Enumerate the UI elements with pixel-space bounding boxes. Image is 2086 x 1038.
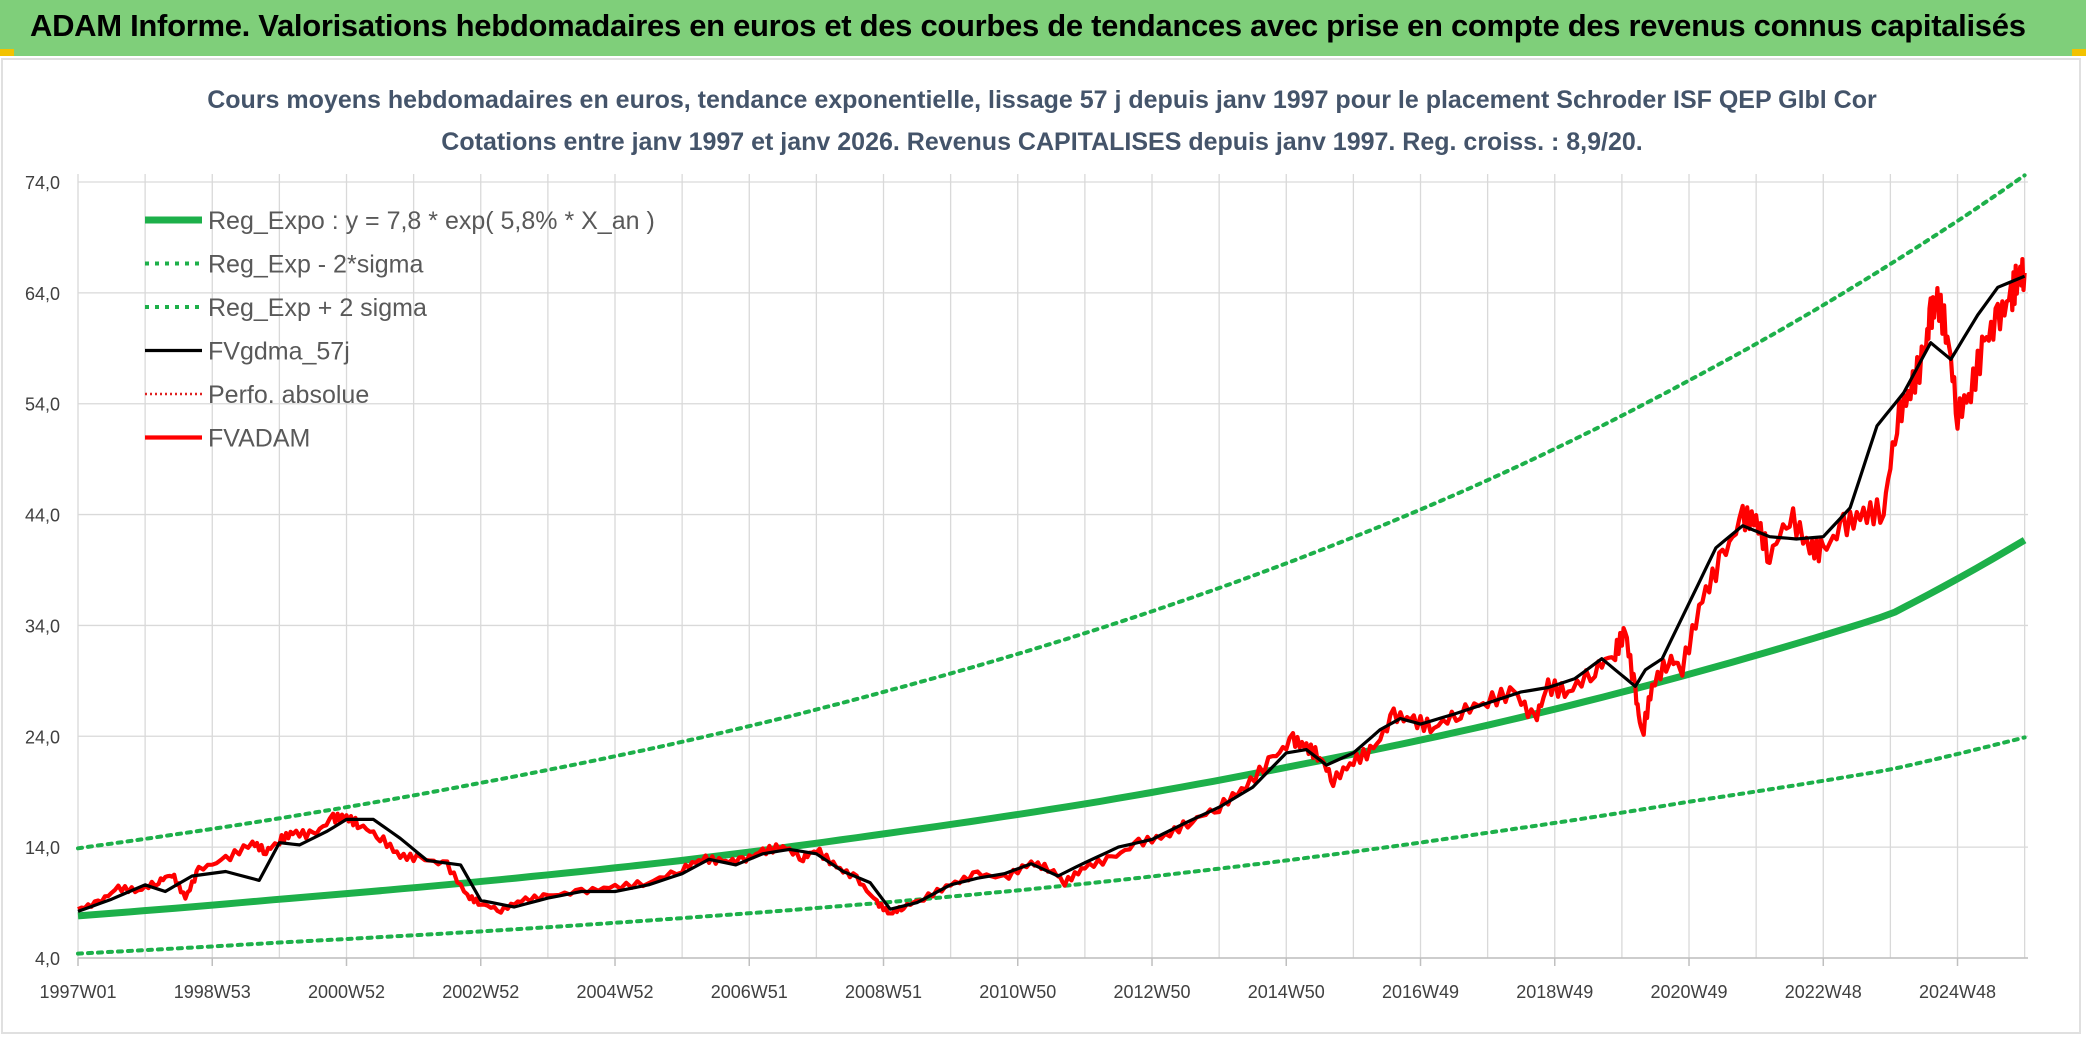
x-tick-label: 2000W52: [308, 982, 385, 1002]
series-line-1: [76, 735, 2027, 956]
gridlines: [77, 174, 2028, 959]
x-tick-label: 2006W51: [711, 982, 788, 1002]
series-lines: [76, 173, 2027, 956]
x-tick-label: 2004W52: [576, 982, 653, 1002]
x-tick-label: 2024W48: [1919, 982, 1996, 1002]
legend-label: Reg_Expo : y = 7,8 * exp( 5,8% * X_an ): [208, 207, 655, 235]
report-title: ADAM Informe. Valorisations hebdomadaire…: [30, 8, 2026, 43]
series-line-3: [77, 274, 2026, 913]
legend-label: Reg_Exp - 2*sigma: [208, 251, 423, 279]
series-line-2: [76, 173, 2027, 851]
y-tick-label: 14,0: [25, 838, 60, 858]
x-tick-label: 2002W52: [442, 982, 519, 1002]
x-axis-ticks: 1997W01 1998W53 2000W52 2002W52 2004W52 2006W…: [39, 958, 1996, 1002]
x-tick-label: 2008W51: [845, 982, 922, 1002]
legend-label: Perfo. absolue: [208, 381, 369, 409]
y-tick-label: 64,0: [25, 284, 60, 304]
chart-title: Cours moyens hebdomadaires en euros, ten…: [207, 86, 1877, 114]
x-tick-label: 2014W50: [1248, 982, 1325, 1002]
chart-subtitle: Cotations entre janv 1997 et janv 2026. …: [441, 128, 1642, 156]
x-tick-label: 2022W48: [1785, 982, 1862, 1002]
report-banner: ADAM Informe. Valorisations hebdomadaire…: [0, 0, 2086, 56]
y-axis-ticks: 4,0 14,0 24,0 34,0 44,0 54,0 64,0 74,0: [25, 173, 60, 969]
x-tick-label: 2010W50: [979, 982, 1056, 1002]
y-tick-label: 34,0: [25, 616, 60, 636]
chart-legend: Reg_Expo : y = 7,8 * exp( 5,8% * X_an ) R…: [145, 207, 655, 453]
banner-corner-right: [2072, 49, 2086, 56]
x-tick-label: 1998W53: [174, 982, 251, 1002]
x-tick-label: 2018W49: [1516, 982, 1593, 1002]
banner-corner-left: [0, 49, 14, 56]
x-tick-label: 2020W49: [1650, 982, 1727, 1002]
y-tick-label: 44,0: [25, 506, 60, 526]
series-line-0: [77, 537, 2027, 920]
x-tick-label: 2016W49: [1382, 982, 1459, 1002]
legend-label: Reg_Exp + 2 sigma: [208, 294, 427, 322]
chart-frame: [1, 58, 2081, 1034]
y-tick-label: 54,0: [25, 395, 60, 415]
y-tick-label: 24,0: [25, 727, 60, 747]
legend-label: FVgdma_57j: [208, 338, 350, 366]
x-tick-label: 2012W50: [1113, 982, 1190, 1002]
y-tick-label: 74,0: [25, 173, 60, 193]
y-tick-label: 4,0: [35, 949, 60, 969]
series-line-5: [77, 257, 2027, 916]
x-tick-label: 1997W01: [39, 982, 116, 1002]
legend-label: FVADAM: [208, 425, 310, 453]
